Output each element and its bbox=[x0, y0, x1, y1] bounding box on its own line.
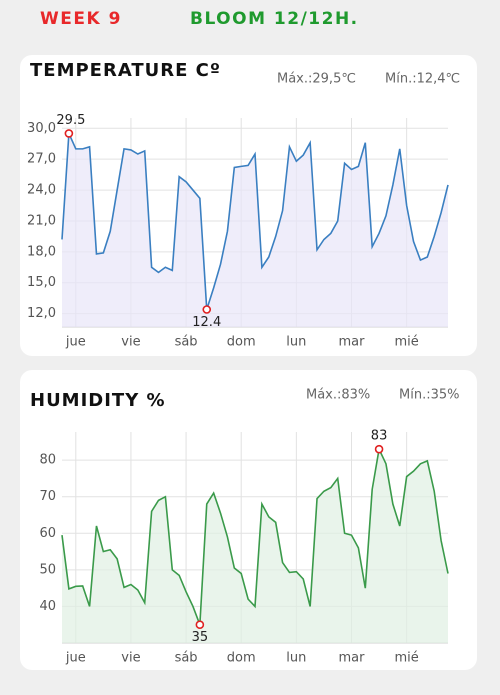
line bbox=[61, 133, 449, 310]
y-tick-label: 50 bbox=[39, 562, 56, 577]
x-tick-label: vie bbox=[121, 335, 140, 350]
y-tick-label: 15,0 bbox=[27, 275, 56, 290]
y-tick-label: 70 bbox=[39, 489, 56, 504]
y-tick-label: 18,0 bbox=[27, 244, 56, 259]
point-label: 35 bbox=[192, 630, 209, 645]
extreme-marker bbox=[202, 305, 212, 314]
area-fill bbox=[62, 133, 448, 327]
x-tick-label: lun bbox=[286, 651, 306, 666]
x-tick-label: sáb bbox=[175, 651, 198, 666]
y-tick-label: 40 bbox=[39, 599, 56, 614]
x-tick-label: mar bbox=[339, 335, 366, 350]
extreme-marker bbox=[374, 444, 384, 454]
max-label: Máx.:83% bbox=[306, 388, 370, 403]
week-label: WEEK 9 bbox=[40, 9, 122, 29]
y-tick-label: 12,0 bbox=[27, 306, 56, 321]
x-tick-label: jue bbox=[65, 651, 86, 666]
x-tick-label: sáb bbox=[175, 335, 198, 350]
point-label: 12.4 bbox=[192, 315, 221, 330]
y-tick-label: 30,0 bbox=[27, 121, 56, 136]
x-tick-label: mié bbox=[395, 335, 419, 350]
chart-title: HUMIDITY % bbox=[30, 390, 166, 411]
line bbox=[61, 446, 449, 625]
y-tick-label: 24,0 bbox=[27, 183, 56, 198]
x-tick-label: dom bbox=[227, 651, 256, 666]
min-label: Mín.:12,4℃ bbox=[385, 72, 460, 87]
x-tick-label: dom bbox=[227, 335, 256, 350]
y-tick-label: 60 bbox=[39, 526, 56, 541]
x-tick-label: mié bbox=[395, 651, 419, 666]
chart-title: TEMPERATURE Cº bbox=[30, 60, 221, 81]
max-label: Máx.:29,5℃ bbox=[277, 72, 356, 87]
y-tick-label: 21,0 bbox=[27, 213, 56, 228]
y-tick-label: 80 bbox=[39, 453, 56, 468]
area-fill bbox=[62, 449, 448, 643]
y-tick-label: 27,0 bbox=[27, 152, 56, 167]
x-tick-label: mar bbox=[339, 651, 366, 666]
min-label: Mín.:35% bbox=[399, 388, 459, 403]
x-tick-label: vie bbox=[121, 651, 140, 666]
point-label: 29.5 bbox=[56, 113, 85, 128]
x-tick-label: lun bbox=[286, 335, 306, 350]
extreme-marker bbox=[195, 620, 205, 630]
stage-label: BLOOM 12/12H. bbox=[190, 9, 359, 29]
point-label: 83 bbox=[371, 429, 388, 444]
extreme-marker bbox=[64, 129, 74, 138]
x-tick-label: jue bbox=[65, 335, 86, 350]
